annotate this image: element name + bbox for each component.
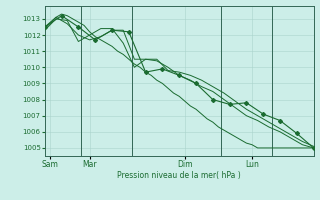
X-axis label: Pression niveau de la mer( hPa ): Pression niveau de la mer( hPa ) bbox=[117, 171, 241, 180]
